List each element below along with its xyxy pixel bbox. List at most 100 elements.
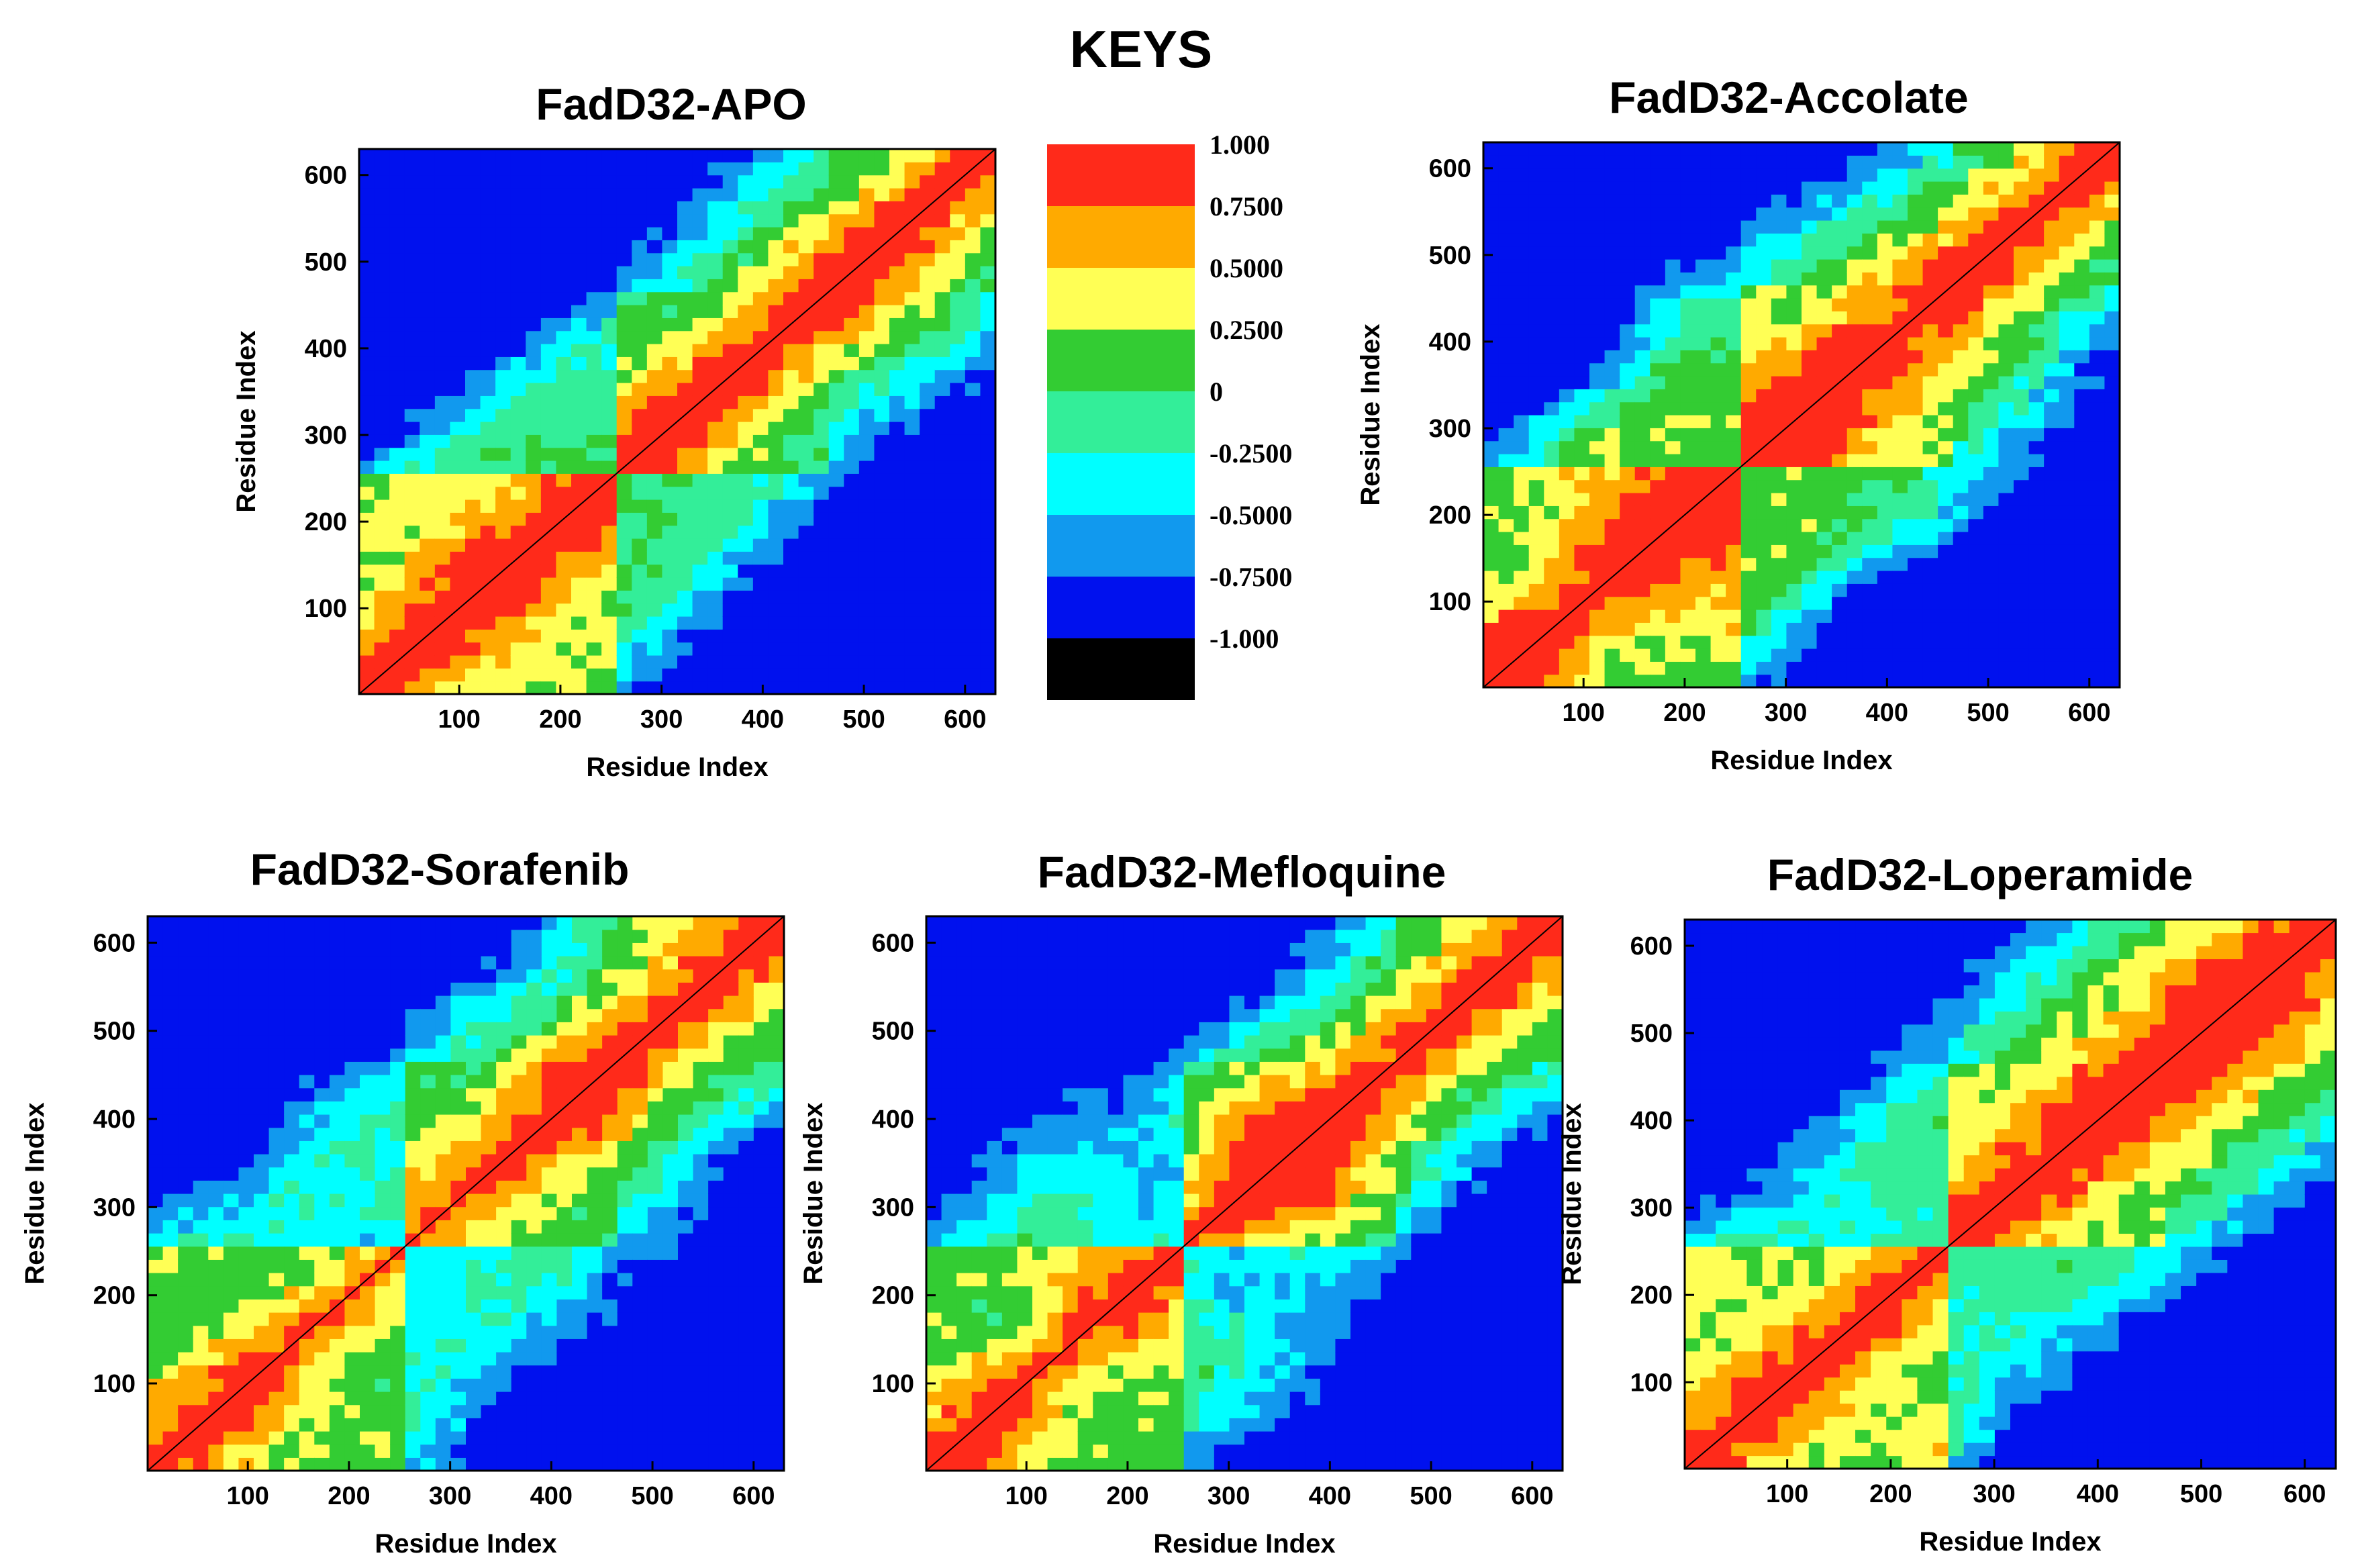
heatmap-cell	[1514, 493, 1530, 506]
heatmap-cell	[1846, 505, 1863, 520]
heatmap-cell	[1650, 479, 1666, 493]
heatmap-cell	[1802, 155, 1818, 169]
heatmap-cell	[587, 1352, 603, 1366]
heatmap-cell	[874, 383, 890, 396]
heatmap-cell	[768, 525, 784, 539]
heatmap-cell	[404, 201, 420, 215]
heatmap-cell	[798, 551, 814, 565]
heatmap-cell	[692, 344, 708, 357]
heatmap-cell	[934, 525, 950, 539]
heatmap-cell	[1877, 648, 1893, 662]
heatmap-cell	[587, 1180, 603, 1194]
heatmap-cell	[435, 1404, 452, 1418]
heatmap-cell	[2059, 557, 2075, 571]
heatmap-cell	[646, 213, 663, 228]
heatmap-cell	[1528, 415, 1544, 428]
heatmap-cell	[314, 942, 330, 957]
heatmap-cell	[934, 642, 950, 656]
heatmap-cell	[980, 538, 996, 552]
heatmap-cell	[526, 1391, 542, 1406]
heatmap-cell	[1574, 168, 1590, 182]
heatmap-cell	[541, 1391, 558, 1406]
heatmap-cell	[556, 1325, 573, 1339]
heatmap-cell	[874, 512, 890, 526]
heatmap-cell	[496, 1087, 512, 1101]
heatmap-cell	[632, 1167, 648, 1181]
heatmap-cell	[238, 1022, 254, 1036]
heatmap-cell	[495, 486, 511, 500]
heatmap-cell	[299, 1259, 315, 1273]
heatmap-cell	[2014, 661, 2030, 675]
heatmap-cell	[496, 1035, 512, 1049]
heatmap-cell	[540, 590, 557, 604]
heatmap-cell	[920, 512, 936, 526]
heatmap-cell	[556, 344, 572, 357]
heatmap-cell	[828, 291, 844, 305]
heatmap-cell	[722, 149, 738, 162]
heatmap-cell	[1802, 661, 1818, 675]
heatmap-cell	[2089, 401, 2106, 415]
heatmap-cell	[420, 681, 436, 695]
heatmap-cell	[556, 473, 572, 487]
heatmap-cell	[360, 1259, 376, 1273]
heatmap-cell	[616, 317, 632, 332]
heatmap-cell	[420, 162, 436, 176]
heatmap-cell	[586, 538, 602, 552]
heatmap-cell	[1953, 635, 1969, 649]
heatmap-cell	[1634, 207, 1651, 221]
heatmap-cell	[632, 162, 648, 176]
heatmap-cell	[450, 356, 466, 371]
heatmap-cell	[434, 266, 451, 279]
heatmap-cell	[1620, 194, 1636, 208]
heatmap-cell	[601, 538, 618, 552]
heatmap-cell	[284, 1193, 300, 1208]
heatmap-cell	[268, 1431, 285, 1445]
heatmap-cell	[450, 486, 466, 500]
heatmap-cell	[738, 252, 754, 266]
heatmap-cell	[950, 668, 966, 682]
heatmap-cell	[814, 395, 830, 409]
heatmap-cell	[540, 344, 557, 357]
heatmap-cell	[601, 188, 618, 201]
heatmap-cell	[162, 1220, 179, 1234]
heatmap-cell	[208, 1418, 224, 1432]
heatmap-cell	[1498, 246, 1514, 260]
heatmap-cell	[2089, 467, 2106, 481]
heatmap-cell	[980, 642, 996, 656]
heatmap-cell	[692, 369, 708, 383]
heatmap-cell	[677, 564, 693, 578]
heatmap-cell	[904, 564, 920, 578]
heatmap-cell	[374, 642, 390, 656]
heatmap-cell	[299, 1246, 315, 1260]
heatmap-cell	[858, 395, 875, 409]
heatmap-cell	[798, 642, 814, 656]
heatmap-cell	[344, 1299, 360, 1313]
heatmap-cell	[2014, 298, 2030, 311]
heatmap-cell	[254, 1154, 270, 1168]
heatmap-cell	[1832, 609, 1848, 623]
heatmap-cell	[1983, 155, 2000, 169]
heatmap-cell	[858, 434, 875, 448]
heatmap-cell	[344, 1022, 360, 1036]
heatmap-cell	[2104, 155, 2120, 169]
heatmap-cell	[1604, 389, 1620, 403]
heatmap-cell	[450, 1127, 466, 1141]
heatmap-cell	[148, 982, 164, 996]
heatmap-cell	[1695, 207, 1712, 221]
heatmap-cell	[768, 447, 784, 461]
heatmap-cell	[208, 1299, 224, 1313]
heatmap-cell	[1726, 609, 1742, 623]
heatmap-cell	[1574, 622, 1590, 636]
heatmap-cell	[587, 1259, 603, 1273]
heatmap-cell	[1710, 285, 1726, 299]
heatmap-cell	[783, 668, 799, 682]
heatmap-cell	[1832, 622, 1848, 636]
heatmap-cell	[510, 240, 526, 254]
heatmap-cell	[556, 383, 572, 396]
heatmap-cell	[1983, 142, 2000, 156]
heatmap-cell	[1498, 544, 1514, 558]
heatmap-cell	[1710, 298, 1726, 311]
heatmap-cell	[510, 681, 526, 695]
heatmap-cell	[268, 969, 285, 983]
heatmap-cell	[1710, 648, 1726, 662]
